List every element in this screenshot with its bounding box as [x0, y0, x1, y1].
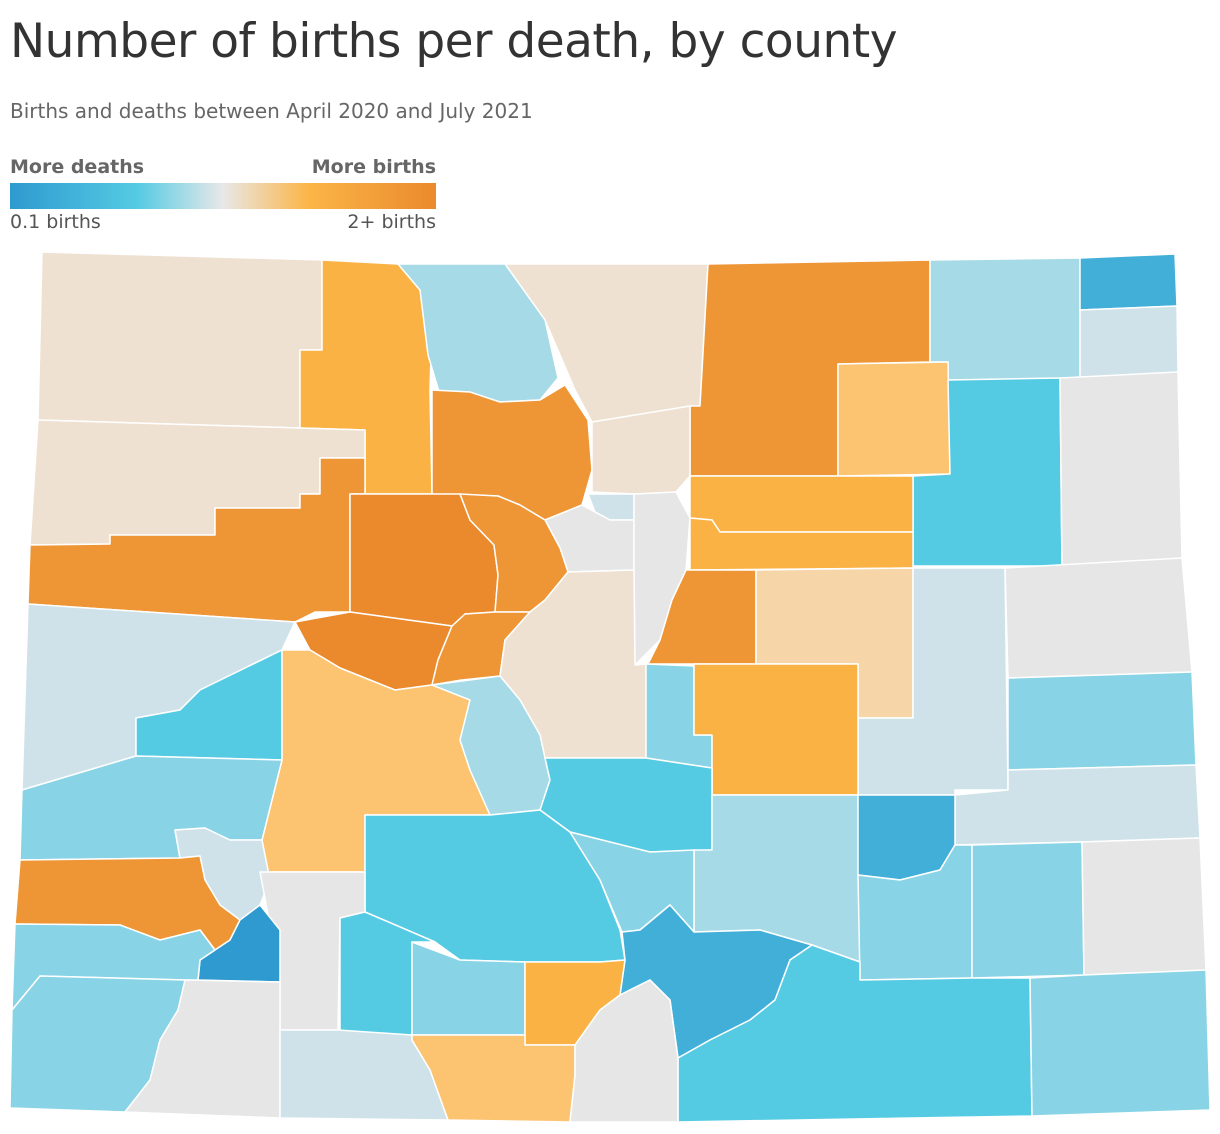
county-el-paso: [693, 663, 859, 796]
legend-max-label: 2+ births: [347, 211, 436, 233]
county-phillips: [1079, 305, 1179, 379]
county-cheyenne: [1007, 671, 1197, 771]
county-costilla: [569, 979, 679, 1123]
county-prowers: [1081, 837, 1207, 976]
legend-min-label: 0.1 births: [10, 211, 101, 233]
county-morgan: [837, 361, 951, 477]
county-otero-north: [857, 794, 956, 881]
color-legend: More deaths More births 0.1 births 2+ bi…: [10, 156, 436, 238]
legend-gradient-bar: [10, 183, 436, 209]
chart-title: Number of births per death, by county: [10, 14, 898, 69]
legend-more-deaths-label: More deaths: [10, 156, 145, 178]
county-sedgwick: [1079, 253, 1178, 311]
county-baca: [1029, 969, 1211, 1117]
county-adams: [689, 475, 914, 533]
county-yuma: [1059, 371, 1183, 567]
county-kit-carson: [1004, 557, 1193, 679]
county-boulder: [591, 405, 691, 495]
county-garfield: [27, 457, 366, 623]
chart-subtitle: Births and deaths between April 2020 and…: [10, 99, 533, 123]
county-bent: [971, 841, 1085, 979]
legend-more-births-label: More births: [311, 156, 436, 178]
county-logan: [929, 257, 1081, 381]
county-la-plata: [124, 979, 281, 1119]
county-moffat: [37, 251, 323, 429]
